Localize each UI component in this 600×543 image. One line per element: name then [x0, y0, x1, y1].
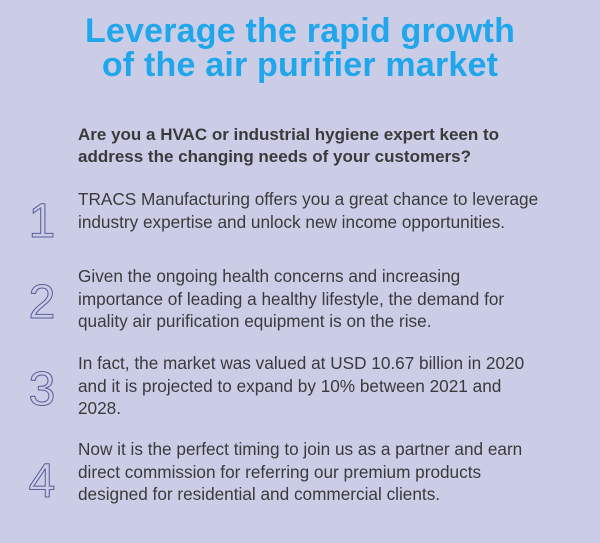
item-text-1: TRACS Manufacturing offers you a great c… [78, 189, 539, 232]
item-text-3: In fact, the market was valued at USD 10… [78, 353, 525, 418]
item-number-1: 1 [28, 195, 56, 248]
item-text-4: Now it is the perfect timing to join us … [78, 439, 523, 504]
intro-question: Are you a HVAC or industrial hygiene exp… [78, 125, 500, 166]
item-number-2: 2 [28, 276, 56, 329]
item-number-4: 4 [28, 455, 56, 508]
page-title: Leverage the rapid growth of the air pur… [0, 14, 600, 82]
title-line-2: of the air purifier market [101, 46, 499, 84]
title-line-1: Leverage the rapid growth [84, 12, 516, 50]
item-number-3: 3 [28, 363, 56, 416]
item-text-2: Given the ongoing health concerns and in… [78, 266, 505, 331]
